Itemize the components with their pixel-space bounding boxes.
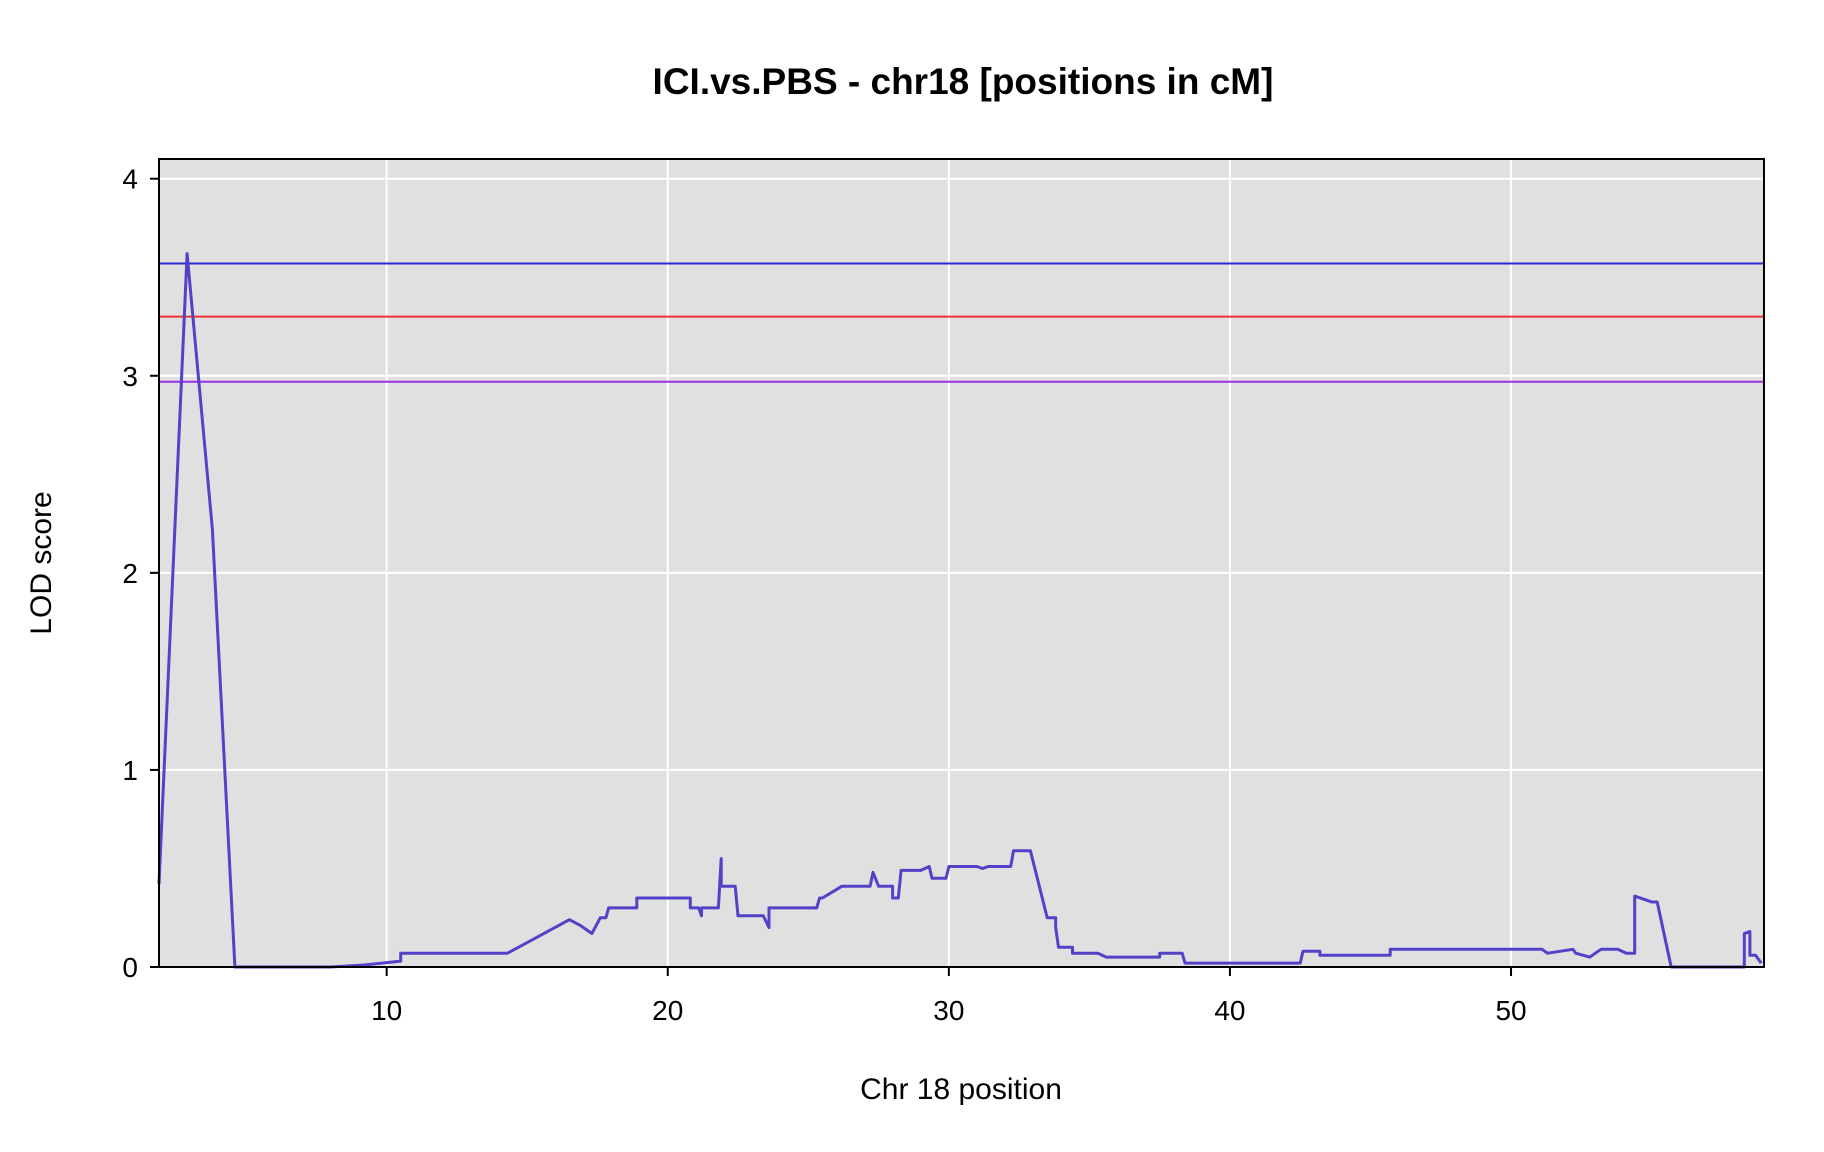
y-tick-label-0: 0 <box>122 952 138 983</box>
plot-frame <box>158 158 1765 968</box>
y-tick-label-4: 4 <box>122 164 138 195</box>
y-axis-ticks: 0 1 2 3 4 <box>122 164 159 983</box>
x-tick-label-30: 30 <box>933 995 964 1026</box>
x-axis-ticks: 10 20 30 40 50 <box>371 967 1527 1026</box>
x-tick-label-40: 40 <box>1214 995 1245 1026</box>
x-tick-label-20: 20 <box>652 995 683 1026</box>
lod-series-line <box>157 252 1763 969</box>
x-tick-label-50: 50 <box>1495 995 1526 1026</box>
y-tick-label-1: 1 <box>122 755 138 786</box>
chart-title: ICI.vs.PBS - chr18 [positions in cM] <box>653 61 1274 102</box>
x-axis-label: Chr 18 position <box>860 1073 1062 1106</box>
y-axis-label: LOD score <box>25 491 58 634</box>
y-tick-label-3: 3 <box>122 361 138 392</box>
plot-background <box>159 159 1764 967</box>
x-tick-label-10: 10 <box>371 995 402 1026</box>
threshold-lines <box>159 262 1764 383</box>
y-tick-label-2: 2 <box>122 558 138 589</box>
